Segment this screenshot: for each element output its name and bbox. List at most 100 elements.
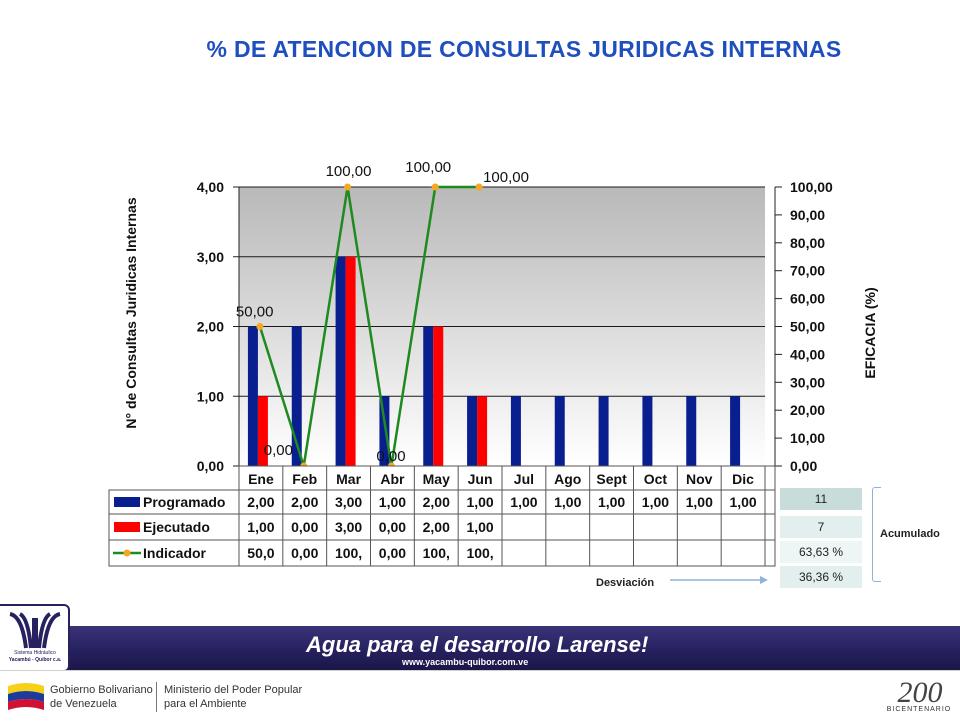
indicator-point xyxy=(475,183,483,191)
bar-programado xyxy=(598,396,609,466)
bar-ejecutado xyxy=(477,396,488,466)
bar-programado xyxy=(642,396,653,466)
table-cell: 1,00 xyxy=(642,494,669,510)
bar-programado xyxy=(554,396,565,466)
y2-tick-label: 30,00 xyxy=(790,374,825,390)
table-cell: 2,00 xyxy=(247,494,274,510)
bar-programado xyxy=(686,396,697,466)
table-cell: 1,00 xyxy=(510,494,537,510)
axes: 0,00 1,00 2,00 3,00 4,00 0,00 10,00 20,00 30,00 4… xyxy=(197,179,833,474)
bar-programado xyxy=(291,326,302,466)
acumulado-bracket xyxy=(872,487,881,582)
x-tick-label: Dic xyxy=(732,471,754,487)
y2-tick-label: 60,00 xyxy=(790,291,825,307)
indicator-data-label: 100,00 xyxy=(483,169,529,186)
table-cell: 0,00 xyxy=(291,519,318,535)
venezuela-flag-icon xyxy=(8,683,44,710)
indicator-data-label: 0,00 xyxy=(264,442,293,459)
government-strip xyxy=(0,670,960,721)
y-tick-label: 4,00 xyxy=(197,179,224,195)
ministry-line-1: Ministerio del Poder Popular xyxy=(164,684,303,696)
y2-tick-label: 10,00 xyxy=(790,430,825,446)
svg-text:200: 200 xyxy=(898,676,943,706)
summary-eficacia: 63,63 % xyxy=(780,541,862,563)
page-title: % DE ATENCION DE CONSULTAS JURIDICAS INT… xyxy=(206,36,842,62)
table-cell: 0,00 xyxy=(291,545,318,561)
table-cell: 0,00 xyxy=(379,545,406,561)
yacambu-logo-icon xyxy=(9,612,61,649)
x-tick-label: Oct xyxy=(644,471,668,487)
indicator-point xyxy=(344,183,352,191)
indicator-data-label: 100,00 xyxy=(405,159,451,176)
bar-programado xyxy=(379,396,390,466)
footer-divider xyxy=(156,682,157,712)
summary-programado-total: 11 xyxy=(780,488,862,510)
summary-desviacion: 36,36 % xyxy=(780,566,862,588)
yacambu-logo xyxy=(0,604,70,672)
table-cell: 2,00 xyxy=(423,494,450,510)
bar-programado xyxy=(730,396,741,466)
x-tick-label: Jun xyxy=(468,471,493,487)
desviacion-arrow-icon xyxy=(670,576,768,584)
y2-tick-label: 50,00 xyxy=(790,319,825,335)
bar-ejecutado xyxy=(433,326,444,466)
legend-label: Indicador xyxy=(143,545,207,561)
footer-slogan: Agua para el desarrollo Larense! xyxy=(306,632,649,657)
footer-banner xyxy=(0,626,960,670)
table-cell: 2,00 xyxy=(291,494,318,510)
table-cell: 1,00 xyxy=(598,494,625,510)
table-cell: 3,00 xyxy=(335,519,362,535)
y2-tick-label: 90,00 xyxy=(790,207,825,223)
y2-tick-label: 40,00 xyxy=(790,346,825,362)
y-axis-label: N° de Consultas Juridicas Internas xyxy=(123,197,139,428)
table-header-frame xyxy=(238,465,776,491)
ministry-line-2: para el Ambiente xyxy=(164,698,247,710)
legend-label: Programado xyxy=(143,494,225,510)
table-cell: 100, xyxy=(423,545,450,561)
indicator-line: 50,00 0,00 100,00 0,00 100,00 100,00 xyxy=(236,159,529,470)
bar-ejecutado xyxy=(257,396,268,466)
footer-url[interactable]: www.yacambu-quibor.com.ve xyxy=(402,657,529,667)
indicator-point xyxy=(256,323,264,330)
logo-name: Yacambú - Quíbor c.a. xyxy=(8,657,62,663)
y-tick-label: 2,00 xyxy=(197,319,224,335)
table-cell: 1,00 xyxy=(466,519,493,535)
combo-chart: 50,00 0,00 100,00 0,00 100,00 100,00 0,00 1,00… xyxy=(108,159,878,567)
y-tick-label: 1,00 xyxy=(197,388,224,404)
y2-tick-label: 20,00 xyxy=(790,402,825,418)
table-cell: 2,00 xyxy=(423,519,450,535)
bar-ejecutado xyxy=(345,256,356,466)
legend-swatch-marker xyxy=(123,549,131,557)
x-tick-label: May xyxy=(423,471,450,487)
x-tick-label: Sept xyxy=(596,471,627,487)
table-cell: 1,00 xyxy=(554,494,581,510)
x-tick-label: Nov xyxy=(686,471,713,487)
logo-caption: Sistema Hidráulico xyxy=(14,650,56,656)
y-tick-label: 0,00 xyxy=(197,458,224,474)
x-tick-label: Ene xyxy=(248,471,274,487)
x-tick-label: Jul xyxy=(514,471,534,487)
y2-tick-label: 100,00 xyxy=(790,179,833,195)
y2-tick-label: 70,00 xyxy=(790,263,825,279)
y-tick-label: 3,00 xyxy=(197,249,224,265)
indicator-line-path xyxy=(258,185,480,467)
bar-programado xyxy=(467,396,478,466)
x-tick-label: Ago xyxy=(554,471,581,487)
table-cell: 1,00 xyxy=(247,519,274,535)
table-cell: 1,00 xyxy=(686,494,713,510)
acumulado-label: Acumulado xyxy=(880,528,940,540)
table-cell: 1,00 xyxy=(379,494,406,510)
table-cell: 50,0 xyxy=(247,545,274,561)
bicentenario-logo-icon: 200 xyxy=(898,676,943,706)
bar-programado xyxy=(247,326,258,466)
table-cell: 1,00 xyxy=(466,494,493,510)
gov-line-2: de Venezuela xyxy=(50,698,117,710)
x-tick-label: Abr xyxy=(380,471,405,487)
bar-programado xyxy=(335,256,346,466)
y2-tick-label: 0,00 xyxy=(790,458,817,474)
table-cell: 1,00 xyxy=(729,494,756,510)
x-tick-label: Mar xyxy=(336,471,361,487)
data-table: Ene Feb Mar Abr May Jun Jul Ago Sept Oct Nov Dic Pro… xyxy=(108,465,776,567)
x-tick-label: Feb xyxy=(292,471,317,487)
legend-label: Ejecutado xyxy=(143,519,210,535)
